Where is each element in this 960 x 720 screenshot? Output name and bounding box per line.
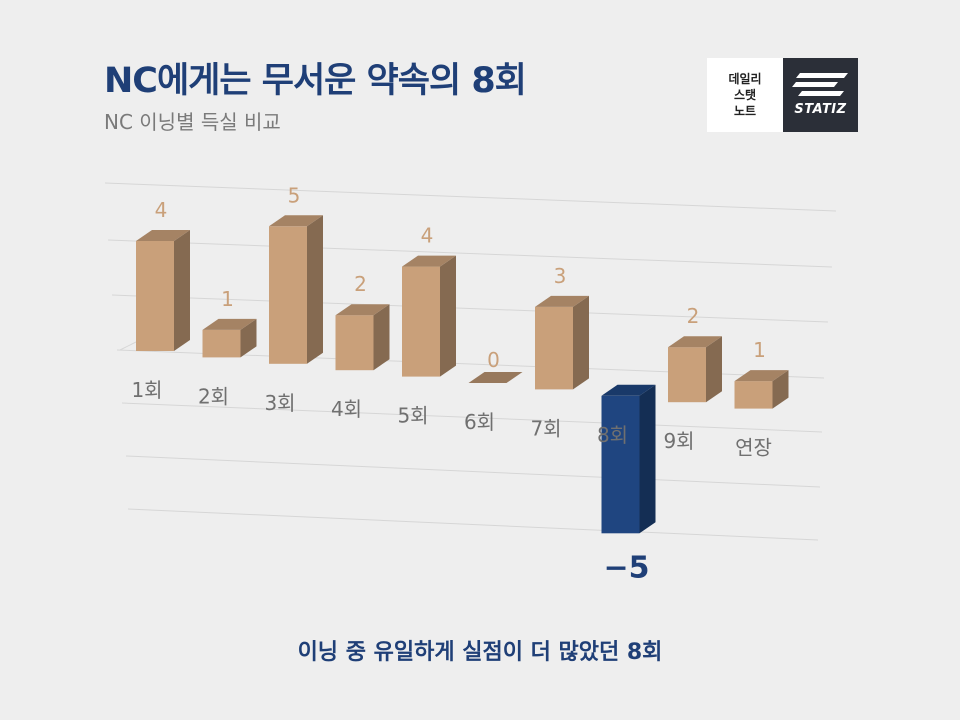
bar-side-face [772, 370, 789, 409]
bar-4 [335, 304, 390, 371]
category-label: 연장 [735, 436, 772, 460]
value-label: 1 [221, 287, 234, 311]
bar-front-face [136, 241, 174, 351]
bar-front-face [269, 226, 307, 364]
bar-front-face [402, 266, 440, 377]
bar-top-face [468, 372, 523, 383]
bar-top-face [668, 336, 722, 348]
page-title: NC에게는 무서운 약속의 8회 [104, 61, 527, 101]
statiz-stripes-icon [792, 73, 848, 96]
value-label: −5 [603, 550, 649, 585]
bar-top-face [402, 255, 456, 267]
chart-bars [136, 215, 789, 534]
bar-9 [668, 336, 722, 403]
value-label: 1 [753, 338, 766, 362]
bar-side-face [307, 215, 323, 364]
grid-line [125, 455, 821, 488]
category-label: 1회 [131, 378, 162, 402]
bar-8 [601, 384, 656, 534]
bar-side-face [240, 318, 257, 358]
bar-top-face [601, 384, 656, 396]
bar-top-face [202, 318, 257, 330]
bar-front-face [535, 306, 573, 390]
bar-3 [269, 215, 323, 364]
bar-side-face [706, 336, 722, 403]
bar-top-face [335, 304, 390, 316]
category-label: 6회 [464, 410, 495, 434]
bar-top-face [535, 295, 589, 307]
bar-side-face [373, 304, 390, 371]
value-label: 4 [155, 198, 168, 222]
statiz-logo: STATIZ [783, 58, 858, 132]
brand-logo: 데일리 스탯 노트 STATIZ [707, 58, 858, 132]
value-label: 5 [288, 183, 301, 207]
value-label: 4 [421, 224, 434, 248]
value-label: 0 [487, 348, 500, 372]
logo-text-line1: 데일리 [728, 72, 762, 86]
bar-front-face [601, 395, 640, 534]
bar-side-face [440, 255, 456, 377]
bar-front-face [335, 315, 374, 371]
category-label: 7회 [530, 416, 561, 440]
category-label: 3회 [264, 391, 295, 415]
grid-line [121, 402, 823, 433]
bar-7 [535, 295, 589, 390]
bar-side-face [639, 384, 656, 534]
bar-2 [202, 318, 257, 358]
bar-top-face [734, 370, 789, 382]
value-label: 2 [687, 304, 700, 328]
daily-stat-note-logo: 데일리 스탯 노트 [707, 58, 783, 132]
bar-6 [468, 372, 523, 383]
page-subtitle: NC 이닝별 득실 비교 [104, 110, 281, 134]
bar-front-face [668, 347, 706, 403]
chart-caption: 이닝 중 유일하게 실점이 더 많았던 8회 [297, 640, 663, 665]
bar-10 [734, 370, 789, 409]
bar-side-face [174, 230, 190, 351]
grid-line [127, 508, 819, 541]
bar-5 [402, 255, 456, 377]
chart-labels: 4 1회 1 2회 5 3회 2 4회 4 5회 0 6회 3 7회 −5 8회 2 9회 1 연장 [131, 183, 771, 585]
category-label: 4회 [331, 397, 362, 421]
logo-text-line2: 스탯 [733, 88, 757, 102]
value-label: 3 [554, 264, 567, 288]
bar-front-face [734, 381, 773, 409]
grid-line [107, 239, 833, 268]
bar-top-face [269, 215, 323, 227]
category-label: 9회 [663, 429, 694, 453]
statiz-wordmark: STATIZ [794, 102, 847, 117]
grid-line [111, 294, 829, 323]
bar-1 [136, 230, 190, 351]
grid-line [104, 182, 837, 212]
bar-side-face [573, 295, 589, 390]
value-label: 2 [354, 272, 367, 296]
logo-text-line3: 노트 [733, 104, 757, 118]
chart-grid [104, 182, 837, 541]
bar-front-face [202, 329, 241, 358]
category-label: 8회 [597, 423, 628, 447]
category-label: 2회 [198, 384, 229, 408]
bar-top-face [136, 230, 190, 241]
category-label: 5회 [397, 404, 428, 428]
